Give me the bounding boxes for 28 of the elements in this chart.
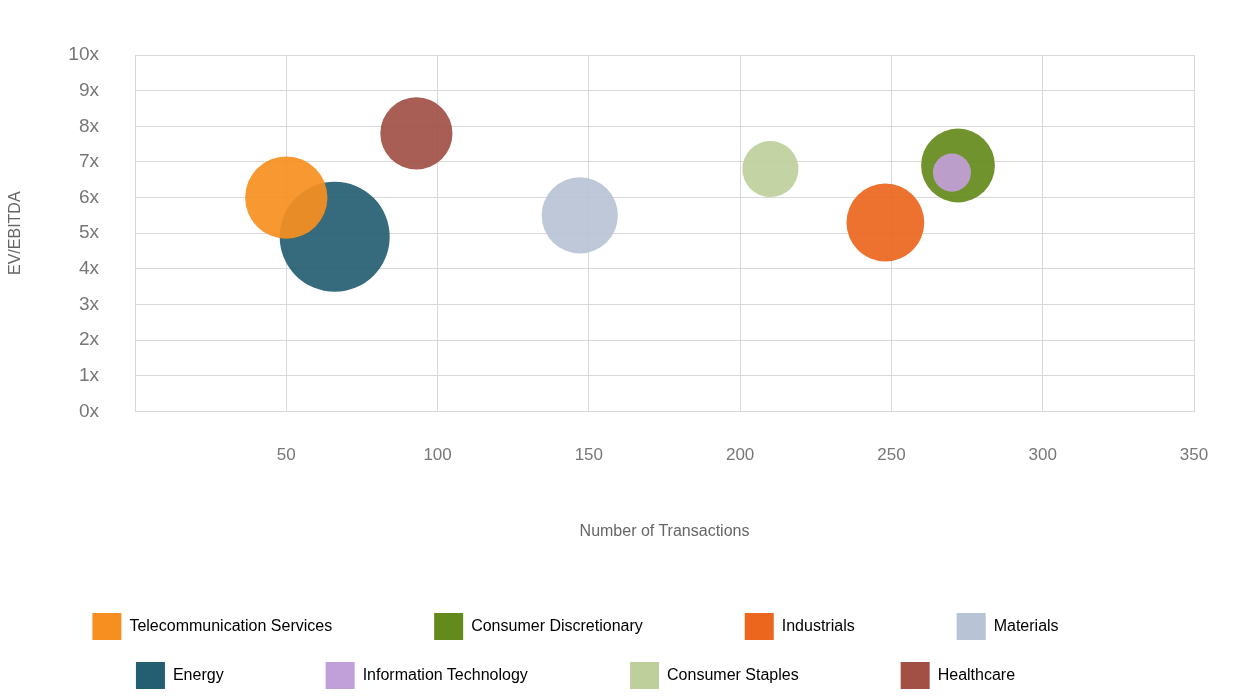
legend-label: Telecommunication Services bbox=[129, 616, 413, 634]
y-tick-label: 2x bbox=[78, 328, 100, 350]
y-tick-label: 3x bbox=[78, 292, 100, 314]
legend-label: Healthcare bbox=[937, 665, 1096, 683]
y-tick-label: 6x bbox=[78, 185, 100, 207]
x-tick-label: 100 bbox=[423, 445, 452, 465]
y-axis-title: EV/EBITDA bbox=[6, 191, 24, 275]
legend-label: Information Technology bbox=[362, 665, 608, 683]
y-tick-label: 0x bbox=[78, 399, 100, 421]
y-tick-label: 4x bbox=[78, 257, 100, 279]
x-tick-label: 50 bbox=[276, 445, 296, 465]
y-tick-label: 8x bbox=[78, 114, 100, 136]
x-tick-label: 250 bbox=[877, 445, 906, 465]
y-tick-label: 5x bbox=[78, 221, 100, 243]
legend-label: Materials bbox=[993, 616, 1139, 634]
legend-label: Consumer Discretionary bbox=[471, 616, 723, 634]
legend-label: Energy bbox=[172, 665, 304, 683]
legend-label: Industrials bbox=[781, 616, 935, 634]
x-tick-label: 300 bbox=[1028, 445, 1057, 465]
y-tick-label: 9x bbox=[78, 78, 100, 100]
x-axis-title: Number of Transactions bbox=[579, 521, 750, 539]
legend-label: Consumer Staples bbox=[667, 665, 879, 683]
x-tick-label: 350 bbox=[1179, 445, 1209, 465]
x-tick-label: 150 bbox=[574, 445, 604, 465]
y-tick-label: 7x bbox=[78, 150, 100, 172]
y-tick-label: 1x bbox=[78, 363, 100, 385]
y-tick-label: 10x bbox=[68, 43, 100, 65]
x-tick-label: 200 bbox=[725, 445, 755, 465]
